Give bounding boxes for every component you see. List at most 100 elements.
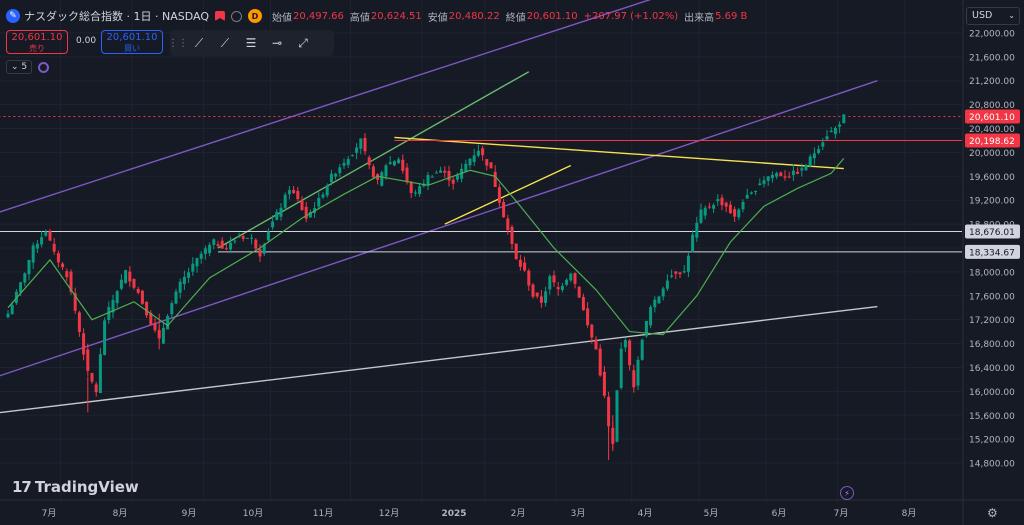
x-tick-label: 2025 <box>441 509 466 519</box>
high-value: 20,624.51 <box>370 10 422 22</box>
candle-body <box>762 180 766 184</box>
candle-body <box>598 348 602 376</box>
candle-body <box>556 287 560 290</box>
buy-button[interactable]: 20,601.10 買い <box>101 30 163 54</box>
currency-select[interactable]: USD ⌄ <box>966 7 1020 25</box>
y-tick-label: 15,200.00 <box>969 436 1015 446</box>
candle-body <box>124 270 128 284</box>
price-label-bg <box>965 224 1020 239</box>
gear-icon[interactable]: ⚙ <box>987 506 998 520</box>
open-value: 20,497.66 <box>292 10 344 22</box>
candle-body <box>812 153 816 159</box>
y-tick-label: 18,000.00 <box>969 268 1015 278</box>
x-tick-label: 4月 <box>638 508 653 519</box>
horizontal-line-icon[interactable]: ⊸ <box>271 36 283 50</box>
tradingview-logo[interactable]: 17 TradingView <box>12 478 139 496</box>
x-tick-label: 10月 <box>243 508 263 519</box>
candle-body <box>292 189 296 194</box>
x-tick-label: 6月 <box>772 508 787 519</box>
y-tick-label: 16,400.00 <box>969 364 1015 374</box>
candle-body <box>44 231 48 236</box>
low-label: 安値 <box>427 12 448 24</box>
candle-body <box>451 179 455 184</box>
candle-body <box>6 313 10 318</box>
status-dot-icon <box>230 10 242 22</box>
candle-body <box>665 280 669 289</box>
delay-badge[interactable]: D <box>247 9 262 23</box>
candle-body <box>527 270 531 286</box>
price-label: 18,334.67 <box>969 248 1015 258</box>
grey-support-line <box>0 305 878 414</box>
candle-body <box>149 312 153 325</box>
candle-body <box>686 255 690 272</box>
y-tick-label: 15,600.00 <box>969 412 1015 422</box>
candle-body <box>741 201 745 210</box>
flag-icon[interactable] <box>214 11 225 21</box>
candle-body <box>434 172 438 174</box>
candle-body <box>733 209 737 217</box>
candle-body <box>166 316 170 330</box>
candle-body <box>145 301 149 316</box>
candle-body <box>73 293 77 311</box>
candle-body <box>426 175 430 186</box>
candle-body <box>397 159 401 164</box>
candle-body <box>107 307 111 320</box>
candle-body <box>649 307 653 326</box>
candle-body <box>250 237 254 239</box>
candle-body <box>842 114 846 124</box>
buy-price: 20,601.10 <box>106 32 158 43</box>
ray-tool-icon[interactable]: ⟋ <box>220 35 230 50</box>
candle-body <box>98 354 102 394</box>
candle-body <box>506 218 510 231</box>
candle-body <box>695 222 699 238</box>
candle-body <box>405 167 409 183</box>
candle-body <box>266 231 270 241</box>
candle-body <box>56 253 60 263</box>
trendline-tool-icon[interactable]: ⟋ <box>194 35 204 50</box>
indicator-toggle[interactable]: ⌄ 5 <box>6 60 33 74</box>
symbol-icon[interactable]: ✎ <box>6 9 20 23</box>
x-tick-label: 8月 <box>902 508 917 519</box>
candle-body <box>262 244 266 254</box>
sell-button[interactable]: 20,601.10 売り <box>6 30 68 54</box>
candle-body <box>283 194 287 208</box>
bolt-icon[interactable]: ⚡ <box>840 486 854 500</box>
indicator-count: 5 <box>21 62 28 72</box>
y-tick-label: 16,800.00 <box>969 340 1015 350</box>
candle-body <box>787 176 791 178</box>
candle-body <box>182 276 186 285</box>
candle-body <box>418 186 422 195</box>
candle-body <box>220 240 224 249</box>
candle-body <box>203 248 207 254</box>
candle-body <box>350 155 354 157</box>
candle-body <box>476 150 480 156</box>
low-value: 20,480.22 <box>448 10 500 22</box>
open-label: 始値 <box>271 12 292 24</box>
parallel-channel-icon[interactable]: ☰ <box>245 36 257 50</box>
symbol-title[interactable]: ナスダック総合指数 · 1日 · NASDAQ <box>24 10 209 23</box>
candle-body <box>510 226 514 244</box>
candle-body <box>447 170 451 181</box>
candle-body <box>632 370 636 388</box>
drag-grip-icon[interactable]: ⋮⋮ <box>168 37 188 49</box>
candle-body <box>321 194 325 198</box>
candle-body <box>229 242 233 250</box>
candle-body <box>300 199 304 211</box>
x-tick-label: 11月 <box>313 508 333 519</box>
candle-body <box>275 211 279 220</box>
candle-body <box>770 174 774 179</box>
extended-line-icon[interactable]: ⤢ <box>298 35 308 50</box>
candle-body <box>258 249 262 257</box>
candle-body <box>594 339 598 350</box>
indicator-settings-icon[interactable] <box>38 61 50 73</box>
candle-body <box>754 190 758 193</box>
candle-body <box>670 275 674 277</box>
indicator-row: ⌄ 5 <box>6 60 50 74</box>
y-tick-label: 21,200.00 <box>969 77 1015 87</box>
candle-body <box>103 320 107 355</box>
candle-body <box>355 147 359 153</box>
y-tick-label: 21,600.00 <box>969 53 1015 63</box>
candle-body <box>573 273 577 284</box>
candle-body <box>468 158 472 166</box>
